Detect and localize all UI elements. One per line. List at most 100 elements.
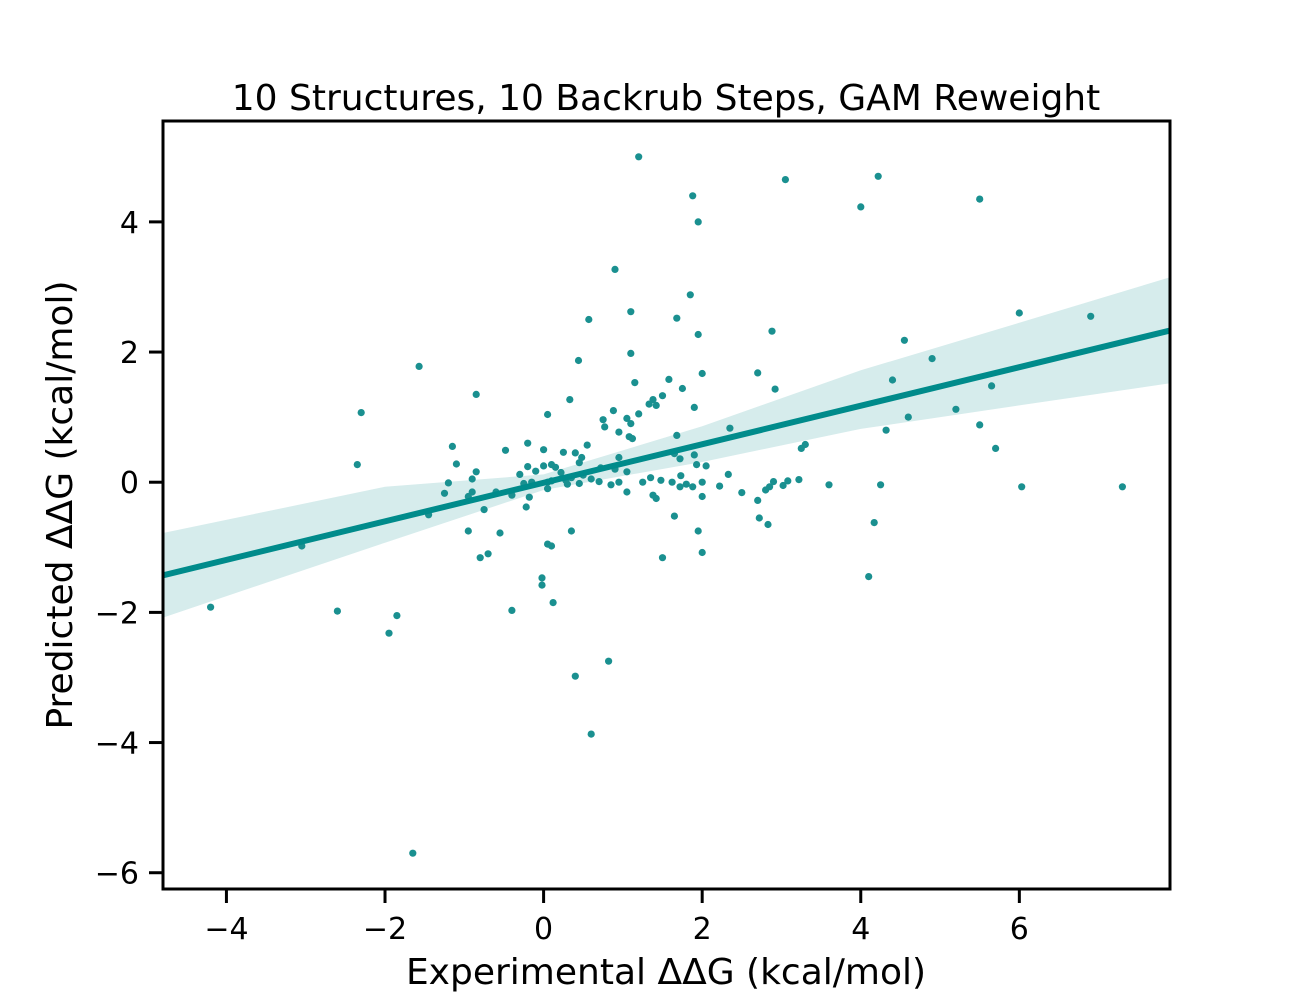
data-point-112 <box>779 481 787 490</box>
data-point-145 <box>547 542 556 550</box>
data-point-139 <box>764 520 772 529</box>
data-point-134 <box>480 506 488 514</box>
data-point-7 <box>611 265 619 273</box>
y-axis-ticks: −6 −4 −2 0 2 4 <box>95 206 163 892</box>
data-point-85 <box>724 470 732 478</box>
data-point-21 <box>698 369 706 378</box>
data-point-90 <box>587 475 595 483</box>
data-point-70 <box>353 461 361 469</box>
data-point-95 <box>657 476 665 484</box>
data-point-52 <box>628 435 637 443</box>
data-point-3 <box>689 192 697 200</box>
y-tick-label-3: 0 <box>120 466 139 501</box>
data-point-117 <box>1018 483 1026 491</box>
data-point-64 <box>690 451 698 459</box>
data-point-76 <box>702 462 710 470</box>
data-point-13 <box>694 330 702 339</box>
data-point-73 <box>524 463 532 471</box>
x-tick-label-1: −2 <box>363 912 407 947</box>
data-point-58 <box>524 439 532 447</box>
data-point-162 <box>587 730 595 738</box>
data-point-62 <box>571 449 579 457</box>
data-point-29 <box>472 390 480 398</box>
data-point-17 <box>627 349 635 357</box>
data-point-22 <box>754 369 762 377</box>
data-point-12 <box>768 327 776 335</box>
data-point-127 <box>698 492 706 501</box>
data-point-118 <box>1118 483 1126 491</box>
data-point-97 <box>595 478 603 486</box>
regression-line <box>163 327 1170 579</box>
data-point-129 <box>525 493 533 501</box>
data-point-151 <box>538 574 546 582</box>
data-point-130 <box>652 494 660 503</box>
data-point-137 <box>755 514 763 522</box>
x-axis-label: Experimental ΔΔG (kcal/mol) <box>406 952 926 993</box>
data-point-45 <box>976 421 984 429</box>
data-point-33 <box>645 400 653 408</box>
data-point-46 <box>601 423 609 431</box>
data-point-110 <box>825 481 833 489</box>
data-point-105 <box>444 479 452 487</box>
data-points <box>207 153 1126 857</box>
data-point-19 <box>928 355 936 363</box>
y-tick-label-2: −2 <box>95 596 139 631</box>
data-point-141 <box>464 527 472 535</box>
x-tick-label-3: 2 <box>693 912 712 947</box>
data-point-66 <box>615 453 623 462</box>
data-point-153 <box>549 599 557 607</box>
data-point-57 <box>797 444 805 452</box>
data-point-56 <box>992 444 1000 452</box>
data-point-27 <box>678 384 687 393</box>
data-point-131 <box>738 489 746 497</box>
data-point-24 <box>888 376 897 384</box>
data-point-16 <box>900 336 909 344</box>
y-tick-label-5: 4 <box>120 206 139 241</box>
data-point-111 <box>877 481 885 489</box>
data-point-142 <box>567 527 576 535</box>
data-point-124 <box>440 489 449 497</box>
data-point-136 <box>670 512 679 520</box>
data-point-80 <box>472 468 480 476</box>
data-point-143 <box>694 527 702 535</box>
data-point-54 <box>583 441 591 449</box>
confidence-band <box>163 277 1170 618</box>
data-point-20 <box>415 362 423 370</box>
x-axis-ticks: −4 −2 0 2 4 6 <box>204 889 1029 947</box>
data-point-156 <box>508 606 516 615</box>
x-tick-label-2: 0 <box>534 912 553 947</box>
data-point-47 <box>726 424 734 432</box>
data-point-149 <box>658 554 667 562</box>
chart-title: 10 Structures, 10 Backrub Steps, GAM Rew… <box>232 78 1100 119</box>
data-point-150 <box>865 573 873 581</box>
data-point-51 <box>673 431 681 439</box>
data-point-107 <box>563 480 572 488</box>
data-point-6 <box>694 218 702 226</box>
x-tick-label-5: 6 <box>1010 912 1029 947</box>
data-point-119 <box>762 486 770 494</box>
data-point-75 <box>551 463 560 471</box>
data-point-11 <box>673 314 681 322</box>
data-point-148 <box>476 554 484 562</box>
data-point-152 <box>538 581 546 589</box>
data-point-87 <box>647 474 655 482</box>
data-point-94 <box>769 478 778 486</box>
data-point-1 <box>781 176 790 184</box>
data-point-67 <box>676 455 684 463</box>
data-point-113 <box>676 483 684 491</box>
data-point-55 <box>448 442 456 450</box>
data-point-82 <box>557 468 565 477</box>
data-point-5 <box>976 195 984 203</box>
data-point-38 <box>635 410 643 418</box>
data-point-140 <box>496 529 504 537</box>
y-tick-label-0: −6 <box>95 857 139 892</box>
data-point-9 <box>627 308 635 316</box>
data-point-2 <box>874 172 882 180</box>
data-point-49 <box>615 428 623 436</box>
data-point-146 <box>698 548 706 557</box>
data-point-68 <box>575 459 583 467</box>
data-point-79 <box>623 468 631 476</box>
data-point-122 <box>623 488 631 496</box>
plot-frame <box>161 119 1172 891</box>
